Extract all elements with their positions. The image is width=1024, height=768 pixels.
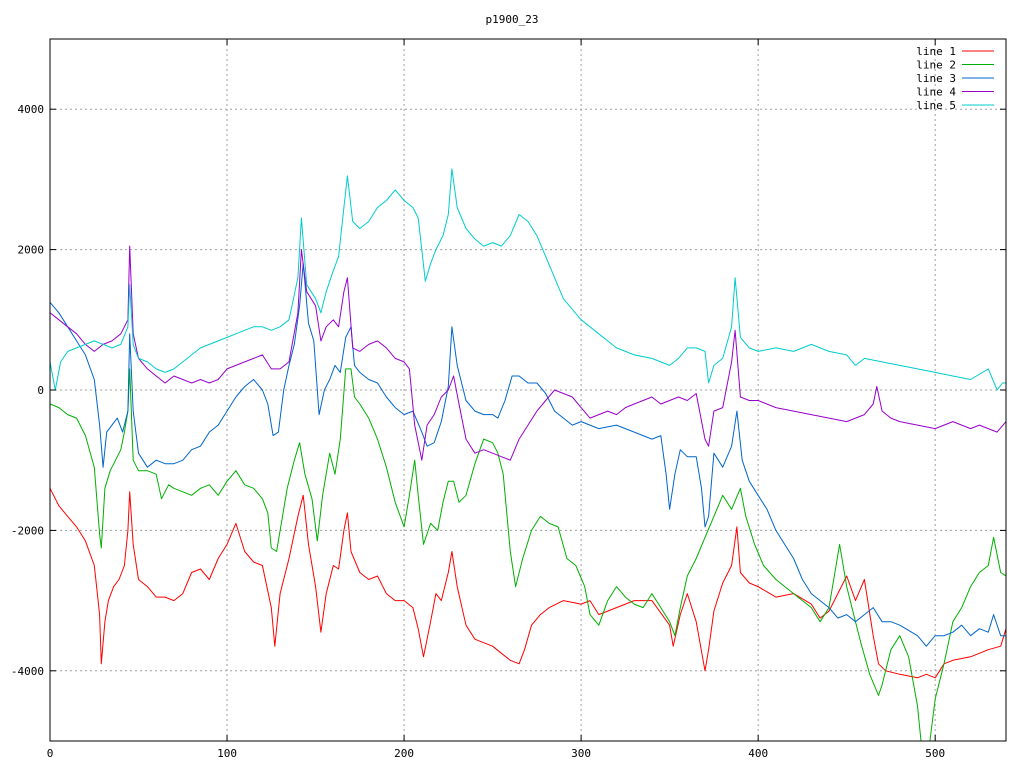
- legend-label: line 4: [916, 86, 956, 99]
- legend-label: line 1: [916, 45, 956, 58]
- y-tick-label: -4000: [11, 665, 44, 678]
- y-tick-label: -2000: [11, 524, 44, 537]
- series-line-3: [50, 263, 1006, 647]
- x-tick-label: 100: [217, 747, 237, 760]
- legend-label: line 5: [916, 99, 956, 112]
- y-tick-label: 2000: [18, 244, 45, 257]
- x-tick-label: 500: [925, 747, 945, 760]
- legend-label: line 3: [916, 72, 956, 85]
- series-line-4: [50, 245, 1006, 461]
- series-line-2: [50, 368, 1006, 741]
- axes: 0 100 200 300 400 500 -4000 -2000 0 2000 4000: [11, 39, 1006, 760]
- legend-label: line 2: [916, 59, 956, 72]
- series-group: [50, 168, 1006, 741]
- x-tick-label: 0: [47, 747, 54, 760]
- grid: [49, 39, 1006, 741]
- y-tick-label: 0: [37, 384, 44, 397]
- y-tick-label: 4000: [18, 103, 45, 116]
- x-tick-label: 200: [394, 747, 414, 760]
- x-tick-label: 300: [571, 747, 591, 760]
- series-line-5: [50, 168, 1006, 391]
- x-tick-label: 400: [748, 747, 768, 760]
- chart-title: p1900_23: [486, 13, 539, 26]
